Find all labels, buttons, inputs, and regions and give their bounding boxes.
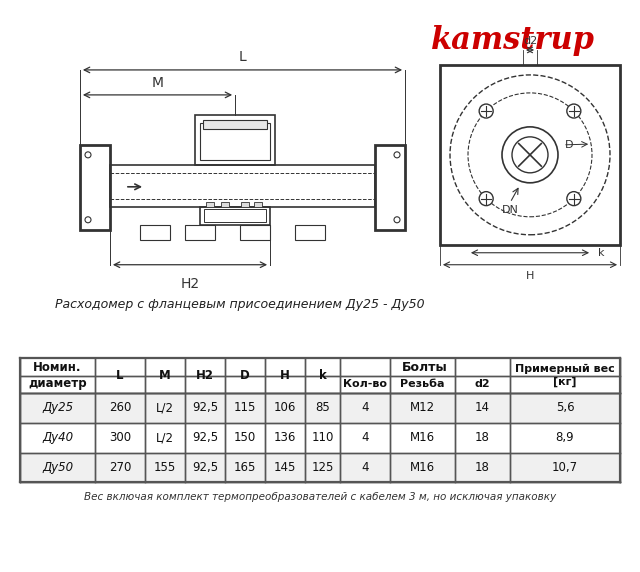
Text: k: k (319, 369, 326, 382)
Text: 260: 260 (109, 402, 131, 414)
Text: L: L (116, 369, 124, 382)
Text: L: L (239, 50, 246, 64)
Text: H: H (526, 271, 534, 281)
Bar (20, 423, 620, 452)
Text: H2: H2 (196, 369, 214, 382)
Circle shape (567, 104, 581, 118)
Text: Ду40: Ду40 (42, 431, 73, 444)
Text: 106: 106 (274, 402, 296, 414)
Text: D: D (565, 140, 573, 150)
Text: H2: H2 (180, 277, 200, 291)
Text: H: H (280, 369, 290, 382)
Text: М16: М16 (410, 431, 435, 444)
Text: kamstrup: kamstrup (431, 25, 595, 56)
Text: 85: 85 (315, 402, 330, 414)
Text: 110: 110 (311, 431, 333, 444)
Text: 5,6: 5,6 (556, 402, 574, 414)
Text: d2: d2 (523, 36, 537, 46)
Text: Номин.
диаметр: Номин. диаметр (28, 361, 87, 390)
Text: 155: 155 (154, 461, 176, 474)
Text: Ду25: Ду25 (42, 402, 73, 414)
Bar (20, 393, 620, 423)
Bar (20, 452, 620, 482)
Text: Примерный вес
[кг]: Примерный вес [кг] (515, 364, 615, 387)
Text: Вес включая комплект термопреобразователей с кабелем 3 м, но исключая упаковку: Вес включая комплект термопреобразовател… (84, 492, 556, 502)
Text: 165: 165 (234, 461, 256, 474)
Text: Ду50: Ду50 (42, 461, 73, 474)
Text: 4: 4 (361, 461, 369, 474)
Text: k: k (598, 248, 605, 258)
Text: Резьба: Резьба (400, 379, 445, 390)
Text: 4: 4 (361, 431, 369, 444)
Text: 145: 145 (274, 461, 296, 474)
Text: M: M (152, 76, 163, 90)
Text: М12: М12 (410, 402, 435, 414)
Text: 150: 150 (234, 431, 256, 444)
Text: 300: 300 (109, 431, 131, 444)
Text: M: M (159, 369, 171, 382)
Polygon shape (254, 202, 262, 207)
Text: 125: 125 (311, 461, 333, 474)
Circle shape (567, 192, 581, 205)
Text: 4: 4 (361, 402, 369, 414)
Text: Расходомер с фланцевым присоединением Ду25 - Ду50: Расходомер с фланцевым присоединением Ду… (55, 298, 425, 311)
Text: L/2: L/2 (156, 402, 174, 414)
Text: 115: 115 (234, 402, 256, 414)
Text: DN: DN (502, 205, 518, 215)
Text: 18: 18 (475, 461, 490, 474)
Text: 92,5: 92,5 (192, 402, 218, 414)
Text: 92,5: 92,5 (192, 431, 218, 444)
Text: 8,9: 8,9 (556, 431, 574, 444)
Text: 136: 136 (274, 431, 296, 444)
Text: Кол-во: Кол-во (343, 379, 387, 390)
Polygon shape (241, 202, 249, 207)
Text: d2: d2 (475, 379, 490, 390)
Text: М16: М16 (410, 461, 435, 474)
Polygon shape (206, 202, 214, 207)
Text: L/2: L/2 (156, 431, 174, 444)
Circle shape (479, 192, 493, 205)
Text: 14: 14 (475, 402, 490, 414)
Text: 10,7: 10,7 (552, 461, 578, 474)
Text: 270: 270 (109, 461, 131, 474)
Text: D: D (240, 369, 250, 382)
Polygon shape (203, 120, 267, 129)
Text: 18: 18 (475, 431, 490, 444)
Circle shape (479, 104, 493, 118)
Polygon shape (221, 202, 229, 207)
Text: 92,5: 92,5 (192, 461, 218, 474)
Text: Болты: Болты (402, 360, 448, 374)
